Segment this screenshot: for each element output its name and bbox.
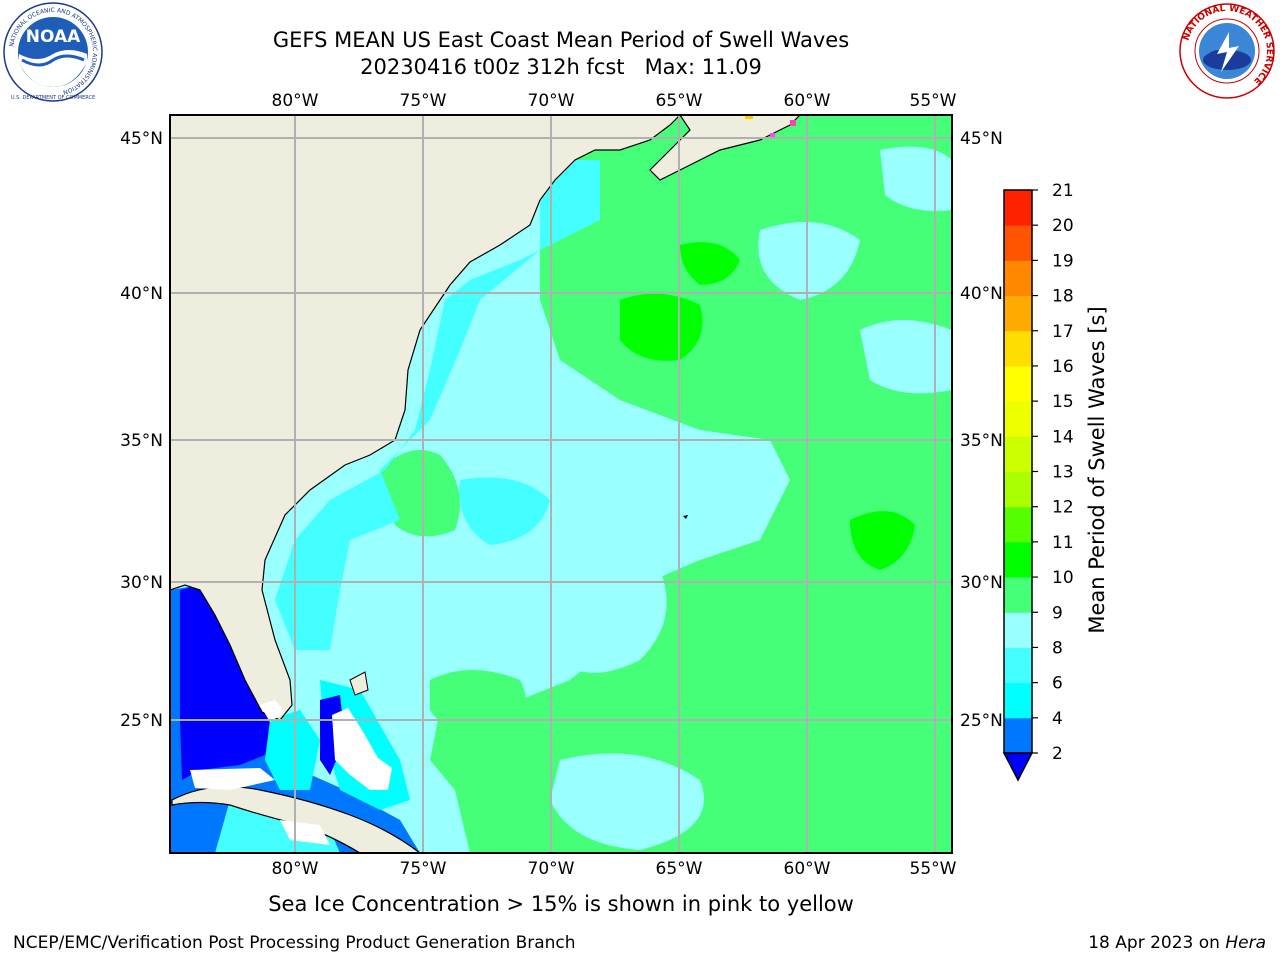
colorbar-title: Mean Period of Swell Waves [s] (1085, 306, 1109, 634)
chart-subtitle: 20230416 t00z 312h fcst Max: 11.09 (360, 55, 762, 79)
nws-logo: NATIONAL WEATHER SERVICE (1179, 3, 1275, 99)
colorbar-label: 10 (1052, 568, 1074, 588)
swell-green-region-west (380, 450, 460, 537)
land-north-america (170, 115, 681, 721)
lat-label-left: 35°N (120, 431, 163, 451)
lon-label-bottom: 65°W (656, 859, 703, 879)
colorbar-label: 8 (1052, 638, 1063, 658)
colorbar-segment (1004, 541, 1032, 578)
swell-light-cyan-offshore (459, 477, 550, 545)
colorbar-segment (1004, 506, 1032, 543)
colorbar-segment (1004, 365, 1032, 402)
sea-ice-marker (790, 120, 796, 126)
sea-ice-marker (770, 133, 775, 138)
colorbar-segment (1004, 612, 1032, 648)
colorbar-label: 21 (1052, 181, 1074, 201)
chart-title: GEFS MEAN US East Coast Mean Period of S… (272, 28, 850, 52)
land-bermuda (683, 515, 688, 519)
swell-dark-blue-gulf (180, 585, 275, 780)
colorbar: 2 4 6 8 9 10 11 12 13 14 15 16 17 18 19 20 21 (1002, 181, 1074, 782)
map-frame (169, 114, 953, 854)
colorbar-under-arrow (1002, 752, 1034, 782)
lon-label-bottom: 55°W (910, 859, 957, 879)
noaa-bottom-text: U.S. DEPARTMENT OF COMMERCE (11, 95, 95, 101)
colorbar-label: 11 (1052, 533, 1074, 553)
colorbar-label: 4 (1052, 709, 1063, 729)
no-data-cuba-shelf (190, 768, 275, 790)
colorbar-segment (1004, 471, 1032, 508)
footer-credit: NCEP/EMC/Verification Post Processing Pr… (13, 933, 576, 953)
map-gridlines (170, 115, 952, 853)
sea-ice-marker (745, 115, 753, 119)
colorbar-segment (1004, 295, 1032, 332)
colorbar-segment (1004, 577, 1032, 613)
lon-label-top: 80°W (272, 91, 319, 111)
colorbar-label: 12 (1052, 498, 1074, 518)
lat-label-right: 40°N (960, 284, 1003, 304)
footer-host: Hera (1225, 933, 1266, 953)
swell-green-region-south (430, 670, 527, 745)
no-data-florida-bay (260, 700, 285, 722)
colorbar-segment (1004, 717, 1032, 754)
colorbar-segment (1004, 225, 1032, 261)
swell-pale-patch-3 (860, 320, 952, 394)
lat-label-left: 30°N (120, 573, 163, 593)
lon-label-bottom: 80°W (272, 859, 319, 879)
colorbar-label: 19 (1052, 251, 1074, 271)
colorbar-label: 13 (1052, 463, 1074, 483)
colorbar-label: 17 (1052, 322, 1074, 342)
lon-label-top: 60°W (784, 91, 831, 111)
swell-green-core (620, 293, 703, 361)
footer-date: 18 Apr 2023 on Hera (1088, 932, 1266, 954)
colorbar-segment (1004, 436, 1032, 472)
no-data-great-bahama-bank (332, 708, 392, 790)
swell-green-region-east (430, 115, 952, 853)
colorbar-segment (1004, 260, 1032, 297)
swell-light-cyan-coast (275, 160, 600, 650)
colorbar-label: 16 (1052, 357, 1074, 377)
colorbar-label: 14 (1052, 427, 1074, 447)
colorbar-label: 15 (1052, 392, 1074, 412)
lat-label-right: 25°N (960, 711, 1003, 731)
colorbar-segment (1004, 401, 1032, 437)
swell-pale-patch-2 (758, 222, 860, 300)
lat-label-right: 35°N (960, 431, 1003, 451)
lon-label-bottom: 75°W (400, 859, 447, 879)
colorbar-segment (1004, 682, 1032, 719)
lat-label-right: 45°N (960, 129, 1003, 149)
swell-green-core-2 (680, 242, 740, 285)
lat-label-left: 45°N (120, 129, 163, 149)
swell-cyan-straits (265, 710, 320, 790)
colorbar-label: 20 (1052, 216, 1074, 236)
colorbar-segment (1004, 330, 1032, 367)
no-data-cuba-south (280, 820, 330, 845)
lon-label-bottom: 70°W (528, 859, 575, 879)
colorbar-segment (1004, 647, 1032, 684)
colorbar-label: 6 (1052, 674, 1063, 694)
land-bahamas-abaco (349, 671, 369, 696)
colorbar-label: 9 (1052, 603, 1063, 623)
noaa-logo: NOAA NATIONAL OCEANIC AND ATMOSPHERIC AD… (3, 2, 103, 102)
swell-green-core-3 (850, 511, 915, 570)
sea-ice-note: Sea Ice Concentration > 15% is shown in … (268, 892, 854, 916)
lon-label-top: 75°W (400, 91, 447, 111)
lat-label-right: 30°N (960, 573, 1003, 593)
footer-date-text: 18 Apr 2023 on (1088, 933, 1220, 953)
lon-label-top: 55°W (910, 91, 957, 111)
lon-label-top: 70°W (528, 91, 575, 111)
colorbar-label: 18 (1052, 287, 1074, 307)
lat-label-left: 25°N (120, 711, 163, 731)
swell-pale-patch-4 (550, 753, 704, 850)
lon-label-bottom: 60°W (784, 859, 831, 879)
colorbar-segment (1004, 190, 1032, 226)
noaa-logo-text: NOAA (26, 27, 81, 47)
colorbar-label: 2 (1052, 744, 1063, 764)
lon-label-top: 65°W (656, 91, 703, 111)
lat-label-left: 40°N (120, 284, 163, 304)
